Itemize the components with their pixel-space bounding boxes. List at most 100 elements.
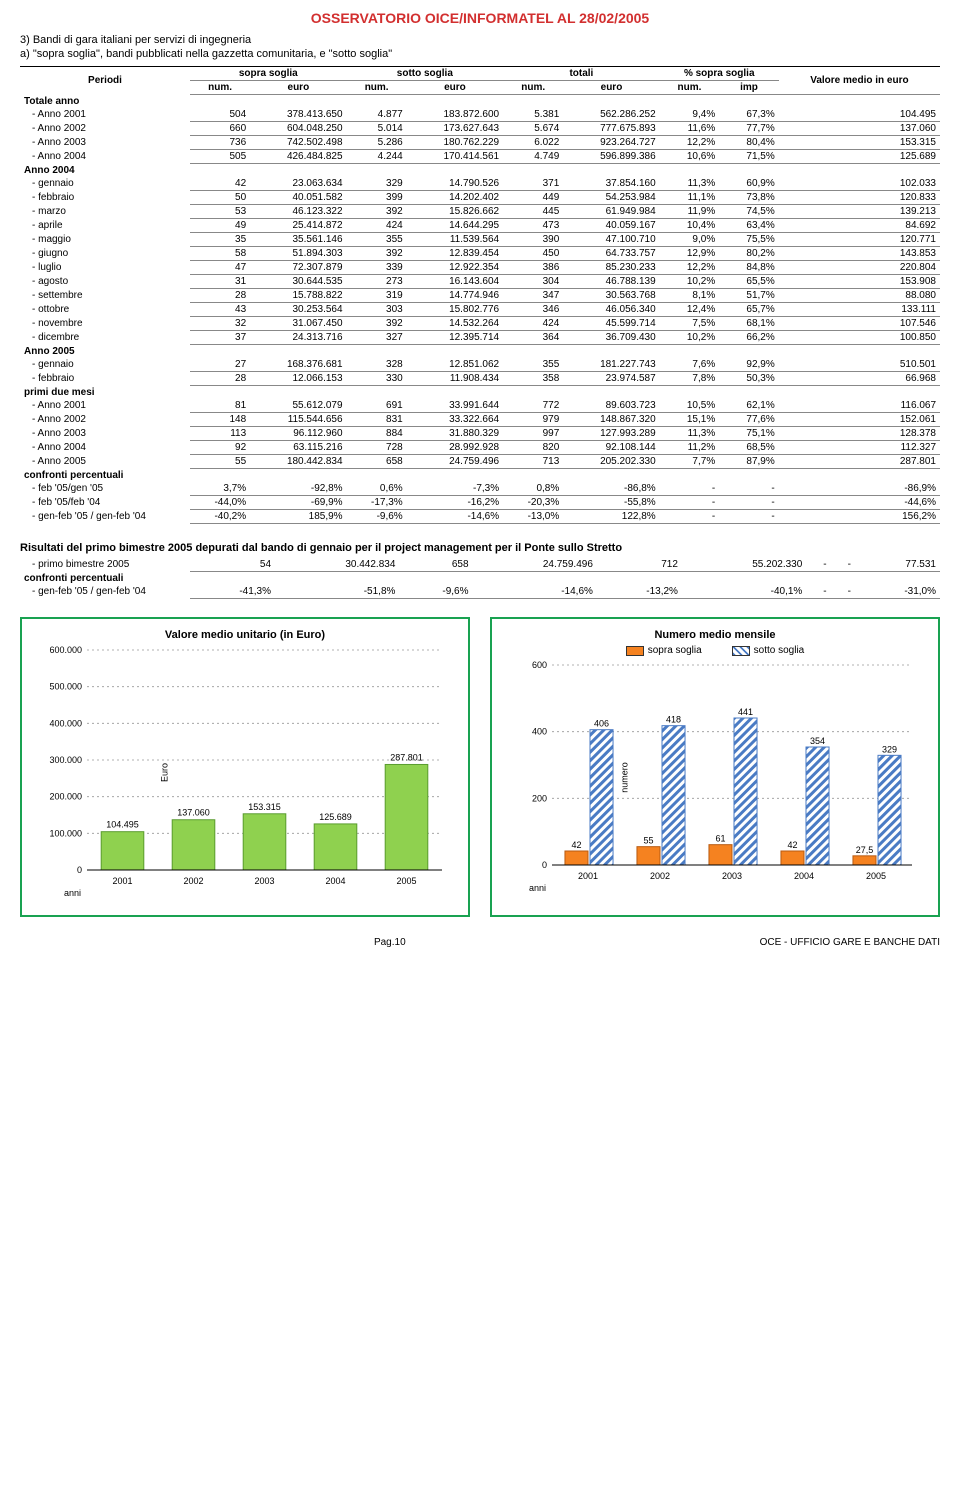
svg-text:354: 354 bbox=[810, 736, 825, 746]
table-cell: 120.833 bbox=[779, 191, 940, 205]
table-cell: 77.531 bbox=[855, 558, 940, 572]
table-cell: -44,6% bbox=[779, 496, 940, 510]
table-cell: 152.061 bbox=[779, 413, 940, 427]
table-cell: 67,3% bbox=[719, 108, 779, 122]
table-cell: 116.067 bbox=[779, 399, 940, 413]
table-cell: 92 bbox=[190, 441, 250, 455]
table-cell: 777.675.893 bbox=[563, 122, 659, 136]
table-cell: 364 bbox=[503, 331, 563, 345]
section-title: Anno 2005 bbox=[20, 345, 940, 359]
table-cell: 24.759.496 bbox=[407, 455, 503, 469]
table-cell: 327 bbox=[347, 331, 407, 345]
table-cell: 3,7% bbox=[190, 482, 250, 496]
table-cell: 713 bbox=[503, 455, 563, 469]
col-header: euro bbox=[563, 81, 659, 95]
table-cell: 30.563.768 bbox=[563, 289, 659, 303]
table-cell: 16.143.604 bbox=[407, 275, 503, 289]
table-cell: 180.762.229 bbox=[407, 136, 503, 150]
row-label: - febbraio bbox=[20, 372, 190, 386]
table-cell: 45.599.714 bbox=[563, 317, 659, 331]
row-label: - giugno bbox=[20, 247, 190, 261]
row-label: - gennaio bbox=[20, 177, 190, 191]
table-cell: 14.774.946 bbox=[407, 289, 503, 303]
table-cell: 12.839.454 bbox=[407, 247, 503, 261]
table-cell: 40.051.582 bbox=[250, 191, 346, 205]
table-cell: 9,4% bbox=[660, 108, 720, 122]
svg-text:300.000: 300.000 bbox=[49, 755, 82, 765]
table-cell: 24.313.716 bbox=[250, 331, 346, 345]
row-label: - primo bimestre 2005 bbox=[20, 558, 190, 572]
table-cell: 100.850 bbox=[779, 331, 940, 345]
table-cell: 143.853 bbox=[779, 247, 940, 261]
subsection-line: a) "sopra soglia", bandi pubblicati nell… bbox=[20, 48, 940, 60]
table-cell: 11.908.434 bbox=[407, 372, 503, 386]
table-cell: 80,4% bbox=[719, 136, 779, 150]
row-label: - Anno 2004 bbox=[20, 441, 190, 455]
table-cell: 28 bbox=[190, 289, 250, 303]
svg-text:441: 441 bbox=[738, 707, 753, 717]
table-cell: -9,6% bbox=[347, 510, 407, 524]
table-cell: -51,8% bbox=[275, 585, 399, 599]
table-cell: 450 bbox=[503, 247, 563, 261]
table-cell: 148 bbox=[190, 413, 250, 427]
table-cell: -20,3% bbox=[503, 496, 563, 510]
row-label: - Anno 2005 bbox=[20, 455, 190, 469]
table-cell: 47.100.710 bbox=[563, 233, 659, 247]
chart2-title: Numero medio mensile bbox=[502, 629, 928, 641]
table-cell: - bbox=[719, 496, 779, 510]
table-cell: 96.112.960 bbox=[250, 427, 346, 441]
svg-text:100.000: 100.000 bbox=[49, 828, 82, 838]
table-cell: 112.327 bbox=[779, 441, 940, 455]
table-cell: 4.877 bbox=[347, 108, 407, 122]
legend-sopra: sopra soglia bbox=[648, 645, 702, 656]
table-cell: 74,5% bbox=[719, 205, 779, 219]
table-cell: 71,5% bbox=[719, 150, 779, 164]
main-table: Periodi sopra soglia sotto soglia totali… bbox=[20, 66, 940, 524]
group-sopra: sopra soglia bbox=[190, 67, 347, 81]
table-cell: 7,8% bbox=[660, 372, 720, 386]
table-cell: 55 bbox=[190, 455, 250, 469]
legend-sotto: sotto soglia bbox=[754, 645, 805, 656]
table-cell: 11,2% bbox=[660, 441, 720, 455]
table-cell: 133.111 bbox=[779, 303, 940, 317]
svg-text:2004: 2004 bbox=[794, 871, 814, 881]
table-cell: 35 bbox=[190, 233, 250, 247]
table-cell: - bbox=[660, 482, 720, 496]
col-header: imp bbox=[719, 81, 779, 95]
table-cell: 180.442.834 bbox=[250, 455, 346, 469]
svg-text:200: 200 bbox=[532, 793, 547, 803]
table-cell: 355 bbox=[503, 358, 563, 372]
table-cell: 0,8% bbox=[503, 482, 563, 496]
row-label: - gen-feb '05 / gen-feb '04 bbox=[20, 510, 190, 524]
svg-text:418: 418 bbox=[666, 715, 681, 725]
results-title: Risultati del primo bimestre 2005 depura… bbox=[20, 542, 940, 554]
table-cell: 10,6% bbox=[660, 150, 720, 164]
row-label: - Anno 2001 bbox=[20, 108, 190, 122]
table-cell: -41,3% bbox=[190, 585, 275, 599]
table-cell: 77,7% bbox=[719, 122, 779, 136]
table-cell: 8,1% bbox=[660, 289, 720, 303]
table-cell: 30.442.834 bbox=[275, 558, 399, 572]
table-cell: 347 bbox=[503, 289, 563, 303]
table-cell: 303 bbox=[347, 303, 407, 317]
row-label: - feb '05/gen '05 bbox=[20, 482, 190, 496]
table-cell: 658 bbox=[399, 558, 472, 572]
row-label: - dicembre bbox=[20, 331, 190, 345]
svg-text:153.315: 153.315 bbox=[248, 802, 281, 812]
table-cell: 304 bbox=[503, 275, 563, 289]
table-cell: 54 bbox=[190, 558, 275, 572]
row-label: - agosto bbox=[20, 275, 190, 289]
table-cell: -40,1% bbox=[682, 585, 806, 599]
row-label: - gen-feb '05 / gen-feb '04 bbox=[20, 585, 190, 599]
table-cell: 392 bbox=[347, 317, 407, 331]
table-cell: 11,3% bbox=[660, 177, 720, 191]
table-cell: 5.286 bbox=[347, 136, 407, 150]
table-cell: 11,6% bbox=[660, 122, 720, 136]
table-cell: - bbox=[831, 585, 855, 599]
table-cell: 772 bbox=[503, 399, 563, 413]
table-cell: 386 bbox=[503, 261, 563, 275]
table-cell: 168.376.681 bbox=[250, 358, 346, 372]
table-cell: 742.502.498 bbox=[250, 136, 346, 150]
table-cell: 170.414.561 bbox=[407, 150, 503, 164]
table-cell: 355 bbox=[347, 233, 407, 247]
